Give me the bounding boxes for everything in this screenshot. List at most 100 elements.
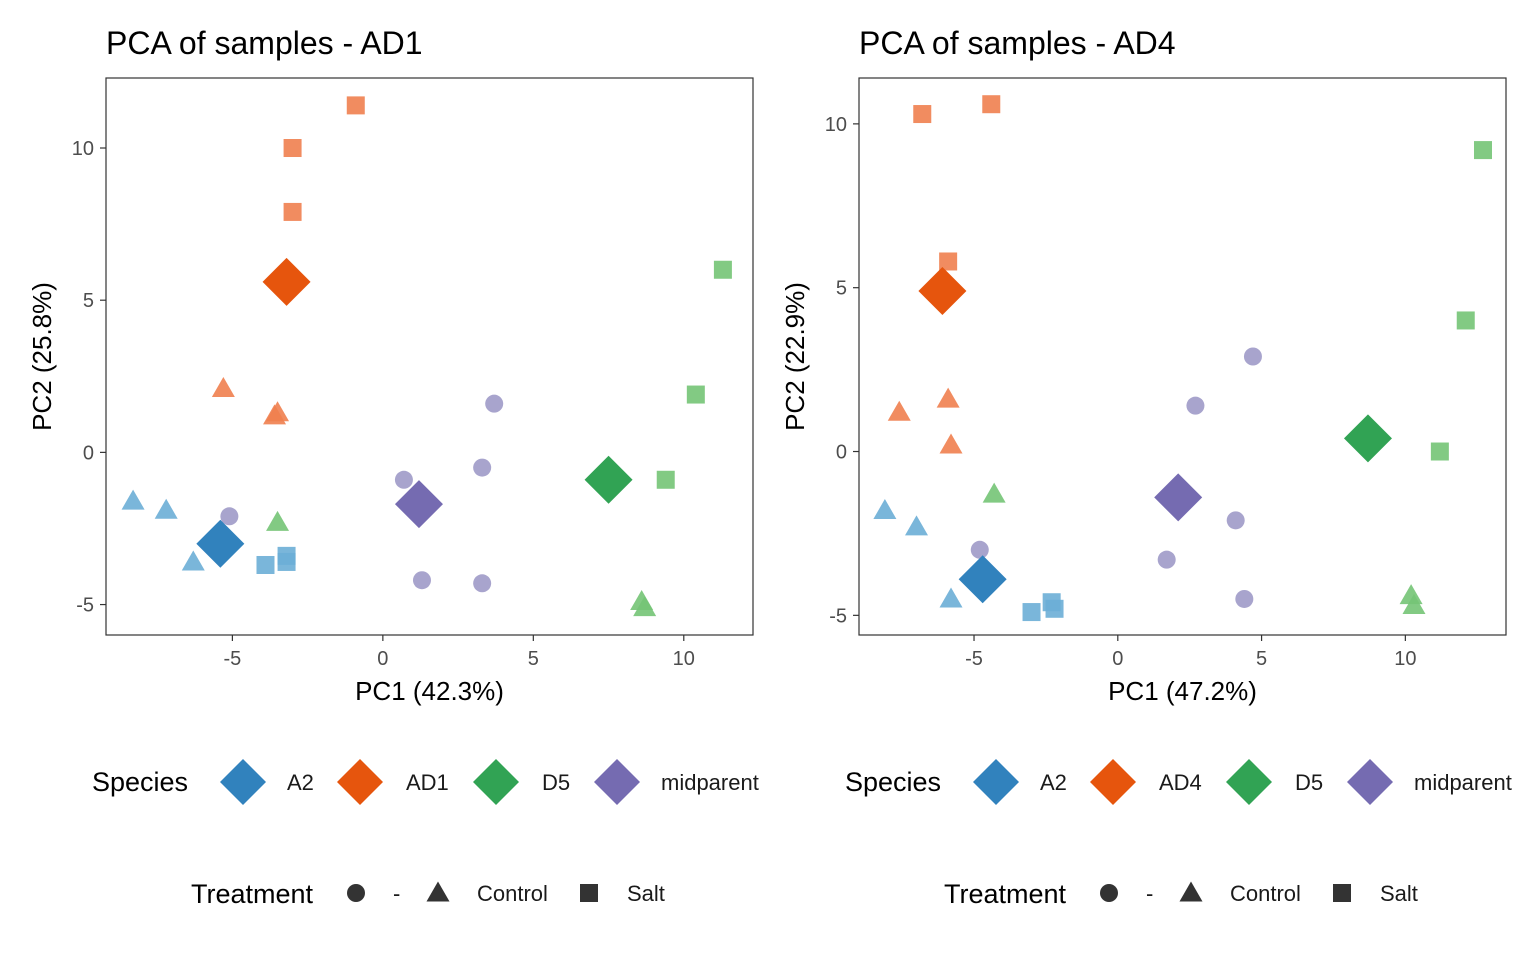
legend-label-treatment: - bbox=[393, 881, 400, 906]
legend-label-a2: A2 bbox=[1040, 770, 1067, 795]
pca-panel-1: PCA of samples - AD1 -5 0 5 10 -5 0 5 10 PC1 (42.… bbox=[27, 25, 759, 909]
centroid-points bbox=[918, 266, 1392, 604]
treatment-legend-title: Treatment bbox=[191, 879, 314, 909]
x-tick-label: 10 bbox=[1394, 648, 1416, 670]
point-midparent-none bbox=[473, 574, 492, 593]
legend-label-a2: A2 bbox=[287, 770, 314, 795]
y-tick-label: -5 bbox=[829, 605, 847, 627]
centroid-midparent bbox=[394, 480, 443, 529]
point-d5-salt bbox=[656, 470, 675, 489]
legend-key-d5 bbox=[473, 759, 519, 805]
point-ad4-control bbox=[939, 433, 963, 454]
y-tick-label: 0 bbox=[836, 442, 847, 464]
point-ad4-salt bbox=[913, 105, 932, 124]
point-a2-control bbox=[905, 515, 929, 536]
point-midparent-none bbox=[1226, 511, 1245, 530]
point-d5-salt bbox=[1473, 141, 1492, 160]
point-a2-control bbox=[181, 550, 205, 571]
centroid-ad4 bbox=[918, 266, 967, 315]
legend-label-d5: D5 bbox=[542, 770, 570, 795]
x-tick-label: -5 bbox=[223, 648, 241, 670]
point-d5-salt bbox=[1430, 442, 1449, 461]
legend-key-triangle-icon bbox=[426, 881, 450, 902]
centroid-ad1 bbox=[262, 257, 311, 306]
y-tick-label: 5 bbox=[83, 290, 94, 312]
treatment-legend: Treatment - Control Salt bbox=[944, 879, 1418, 909]
legend-key-square-icon bbox=[1333, 884, 1351, 902]
point-ad1-salt bbox=[283, 139, 302, 158]
legend-label-treatment: Control bbox=[1230, 881, 1301, 906]
point-midparent-none bbox=[394, 470, 413, 489]
point-ad4-control bbox=[936, 387, 960, 408]
treatment-legend: Treatment - Control Salt bbox=[191, 879, 665, 909]
species-legend: Species A2 AD4 D5 midparent bbox=[845, 759, 1512, 805]
legend-key-a2 bbox=[220, 759, 266, 805]
x-axis-title: PC1 (47.2%) bbox=[1108, 676, 1257, 706]
point-d5-salt bbox=[713, 260, 732, 279]
y-tick-label: 5 bbox=[836, 278, 847, 300]
data-points bbox=[121, 96, 732, 617]
point-d5-control bbox=[633, 596, 657, 617]
y-tick-label: 0 bbox=[83, 442, 94, 464]
legend-label-ad1: AD1 bbox=[406, 770, 449, 795]
chart-title: PCA of samples - AD1 bbox=[106, 25, 423, 61]
point-ad4-salt bbox=[939, 252, 958, 271]
x-tick-label: -5 bbox=[965, 648, 983, 670]
point-midparent-none bbox=[970, 540, 989, 559]
y-tick-label: 10 bbox=[72, 138, 94, 160]
point-midparent-none bbox=[1157, 550, 1176, 569]
point-a2-control bbox=[154, 498, 178, 519]
point-a2-control bbox=[873, 498, 897, 519]
point-d5-control bbox=[266, 510, 290, 531]
point-ad4-salt bbox=[982, 95, 1001, 114]
x-axis-title: PC1 (42.3%) bbox=[355, 676, 504, 706]
point-d5-control bbox=[1402, 594, 1426, 615]
point-midparent-none bbox=[473, 458, 492, 477]
legend-label-d5: D5 bbox=[1295, 770, 1323, 795]
point-midparent-none bbox=[1235, 589, 1254, 608]
y-tick-label: -5 bbox=[76, 595, 94, 617]
species-legend: Species A2 AD1 D5 midparent bbox=[92, 759, 759, 805]
point-a2-salt bbox=[256, 555, 275, 574]
legend-key-circle-icon bbox=[347, 884, 365, 902]
y-axis-title: PC2 (25.8%) bbox=[27, 282, 57, 431]
plot-frame bbox=[105, 77, 754, 636]
legend-key-triangle-icon bbox=[1179, 881, 1203, 902]
legend-key-midparent bbox=[1347, 759, 1393, 805]
x-tick-label: 5 bbox=[1256, 648, 1267, 670]
centroid-midparent bbox=[1154, 473, 1203, 522]
data-points bbox=[873, 95, 1492, 622]
legend-key-square-icon bbox=[580, 884, 598, 902]
legend-label-midparent: midparent bbox=[661, 770, 759, 795]
point-d5-salt bbox=[686, 385, 705, 404]
point-d5-control bbox=[982, 482, 1006, 503]
point-ad1-salt bbox=[283, 202, 302, 221]
point-ad4-control bbox=[887, 400, 911, 421]
y-tick-label: 10 bbox=[825, 114, 847, 136]
chart-title: PCA of samples - AD4 bbox=[859, 25, 1176, 61]
point-a2-salt bbox=[1045, 599, 1064, 618]
legend-key-circle-icon bbox=[1100, 884, 1118, 902]
legend-label-treatment: Salt bbox=[1380, 881, 1418, 906]
centroid-points bbox=[196, 257, 633, 568]
x-tick-label: 0 bbox=[377, 648, 388, 670]
y-axis-title: PC2 (22.9%) bbox=[780, 282, 810, 431]
pca-panel-2: PCA of samples - AD4 -5 0 5 10 -5 0 5 10 PC1 (47.… bbox=[780, 25, 1512, 909]
point-a2-control bbox=[939, 587, 963, 608]
point-midparent-none bbox=[1186, 396, 1205, 415]
point-a2-salt bbox=[277, 552, 296, 571]
legend-key-ad1 bbox=[337, 759, 383, 805]
centroid-a2 bbox=[196, 519, 245, 568]
legend-label-midparent: midparent bbox=[1414, 770, 1512, 795]
plot-frame bbox=[858, 77, 1507, 636]
point-midparent-none bbox=[485, 394, 504, 413]
legend-label-treatment: Control bbox=[477, 881, 548, 906]
x-tick-label: 10 bbox=[673, 648, 695, 670]
point-a2-control bbox=[121, 489, 145, 510]
point-midparent-none bbox=[220, 507, 239, 526]
centroid-d5 bbox=[1343, 414, 1392, 463]
legend-label-treatment: - bbox=[1146, 881, 1153, 906]
point-ad1-control bbox=[266, 401, 290, 422]
species-legend-title: Species bbox=[845, 767, 941, 797]
